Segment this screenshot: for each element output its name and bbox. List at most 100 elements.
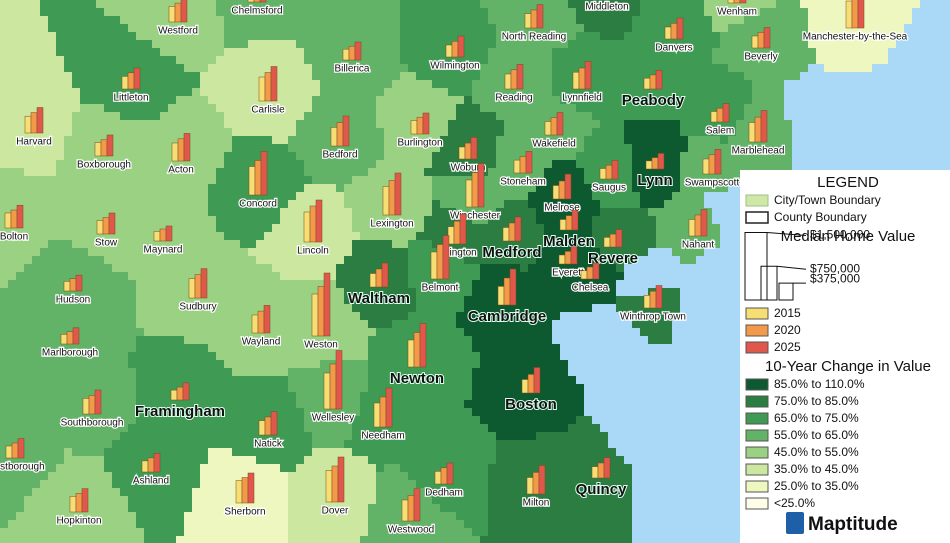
area — [40, 480, 112, 488]
area — [584, 392, 592, 400]
area — [680, 280, 712, 288]
area — [56, 168, 144, 176]
area — [216, 216, 280, 224]
area — [680, 296, 728, 304]
value-bar — [670, 23, 678, 40]
area — [536, 96, 560, 104]
town-label: Southborough — [61, 418, 124, 429]
value-bar — [708, 154, 716, 175]
area — [600, 200, 640, 208]
area — [600, 32, 624, 40]
area — [880, 64, 950, 72]
area — [568, 368, 624, 376]
area — [160, 112, 224, 120]
value-bar — [369, 273, 377, 288]
area — [288, 336, 368, 344]
value-bar — [253, 0, 261, 3]
area — [640, 200, 664, 208]
area — [896, 80, 950, 88]
area — [144, 328, 216, 336]
value-bar — [96, 220, 104, 235]
value-bar — [247, 472, 255, 504]
area — [784, 88, 840, 96]
area — [240, 288, 296, 296]
value-bar — [337, 456, 345, 503]
area — [424, 168, 488, 176]
area — [736, 152, 792, 160]
value-bar — [649, 290, 657, 309]
value-bar — [733, 0, 741, 4]
area — [488, 512, 576, 520]
area — [576, 512, 632, 520]
area — [208, 456, 256, 464]
value-bar — [572, 71, 580, 90]
area — [0, 368, 72, 376]
area — [0, 248, 40, 256]
value-bar — [727, 0, 735, 4]
area — [104, 448, 208, 456]
area — [616, 96, 688, 104]
area — [232, 384, 288, 392]
value-bar — [260, 151, 268, 196]
area — [488, 168, 496, 176]
value-bar — [235, 480, 243, 504]
area — [136, 208, 208, 216]
area — [384, 376, 472, 384]
area — [840, 80, 896, 88]
area — [360, 536, 480, 543]
area — [432, 424, 488, 432]
value-bar — [655, 285, 663, 309]
area — [496, 40, 504, 48]
value-bar — [510, 69, 518, 90]
area — [672, 320, 728, 328]
value-bar — [133, 67, 141, 90]
area — [496, 136, 536, 144]
area — [208, 240, 240, 248]
area — [640, 0, 704, 8]
area — [848, 136, 904, 144]
area — [40, 8, 104, 16]
area — [376, 480, 416, 488]
area — [288, 368, 368, 376]
area — [88, 248, 128, 256]
area — [584, 144, 632, 152]
area — [440, 408, 456, 416]
area — [368, 376, 384, 384]
value-bar — [649, 74, 657, 90]
area — [64, 64, 184, 72]
area — [48, 24, 128, 32]
area — [552, 56, 616, 64]
area — [616, 48, 656, 56]
value-bar — [159, 228, 167, 242]
area — [408, 248, 448, 256]
area — [64, 208, 136, 216]
town-label: Dedham — [425, 488, 463, 499]
town-label: Stow — [95, 238, 118, 249]
area — [600, 120, 624, 128]
area — [0, 424, 56, 432]
value-bar — [247, 0, 255, 3]
area — [720, 136, 728, 144]
area — [904, 136, 950, 144]
value-bar — [757, 32, 765, 49]
area — [784, 112, 848, 120]
value-bar — [88, 395, 96, 415]
area — [104, 104, 168, 112]
area — [576, 104, 616, 112]
area — [0, 512, 16, 520]
value-bar — [464, 142, 472, 160]
value-bar — [413, 488, 421, 522]
value-bar — [748, 122, 756, 143]
value-bar — [504, 73, 512, 90]
area — [504, 120, 512, 128]
value-bar — [552, 185, 560, 200]
area — [408, 392, 472, 400]
area — [624, 456, 640, 464]
area — [16, 272, 128, 280]
area — [448, 120, 504, 128]
area — [8, 520, 136, 528]
area — [592, 192, 640, 200]
value-bar — [655, 70, 663, 90]
value-bar — [385, 387, 393, 428]
area — [584, 400, 672, 408]
